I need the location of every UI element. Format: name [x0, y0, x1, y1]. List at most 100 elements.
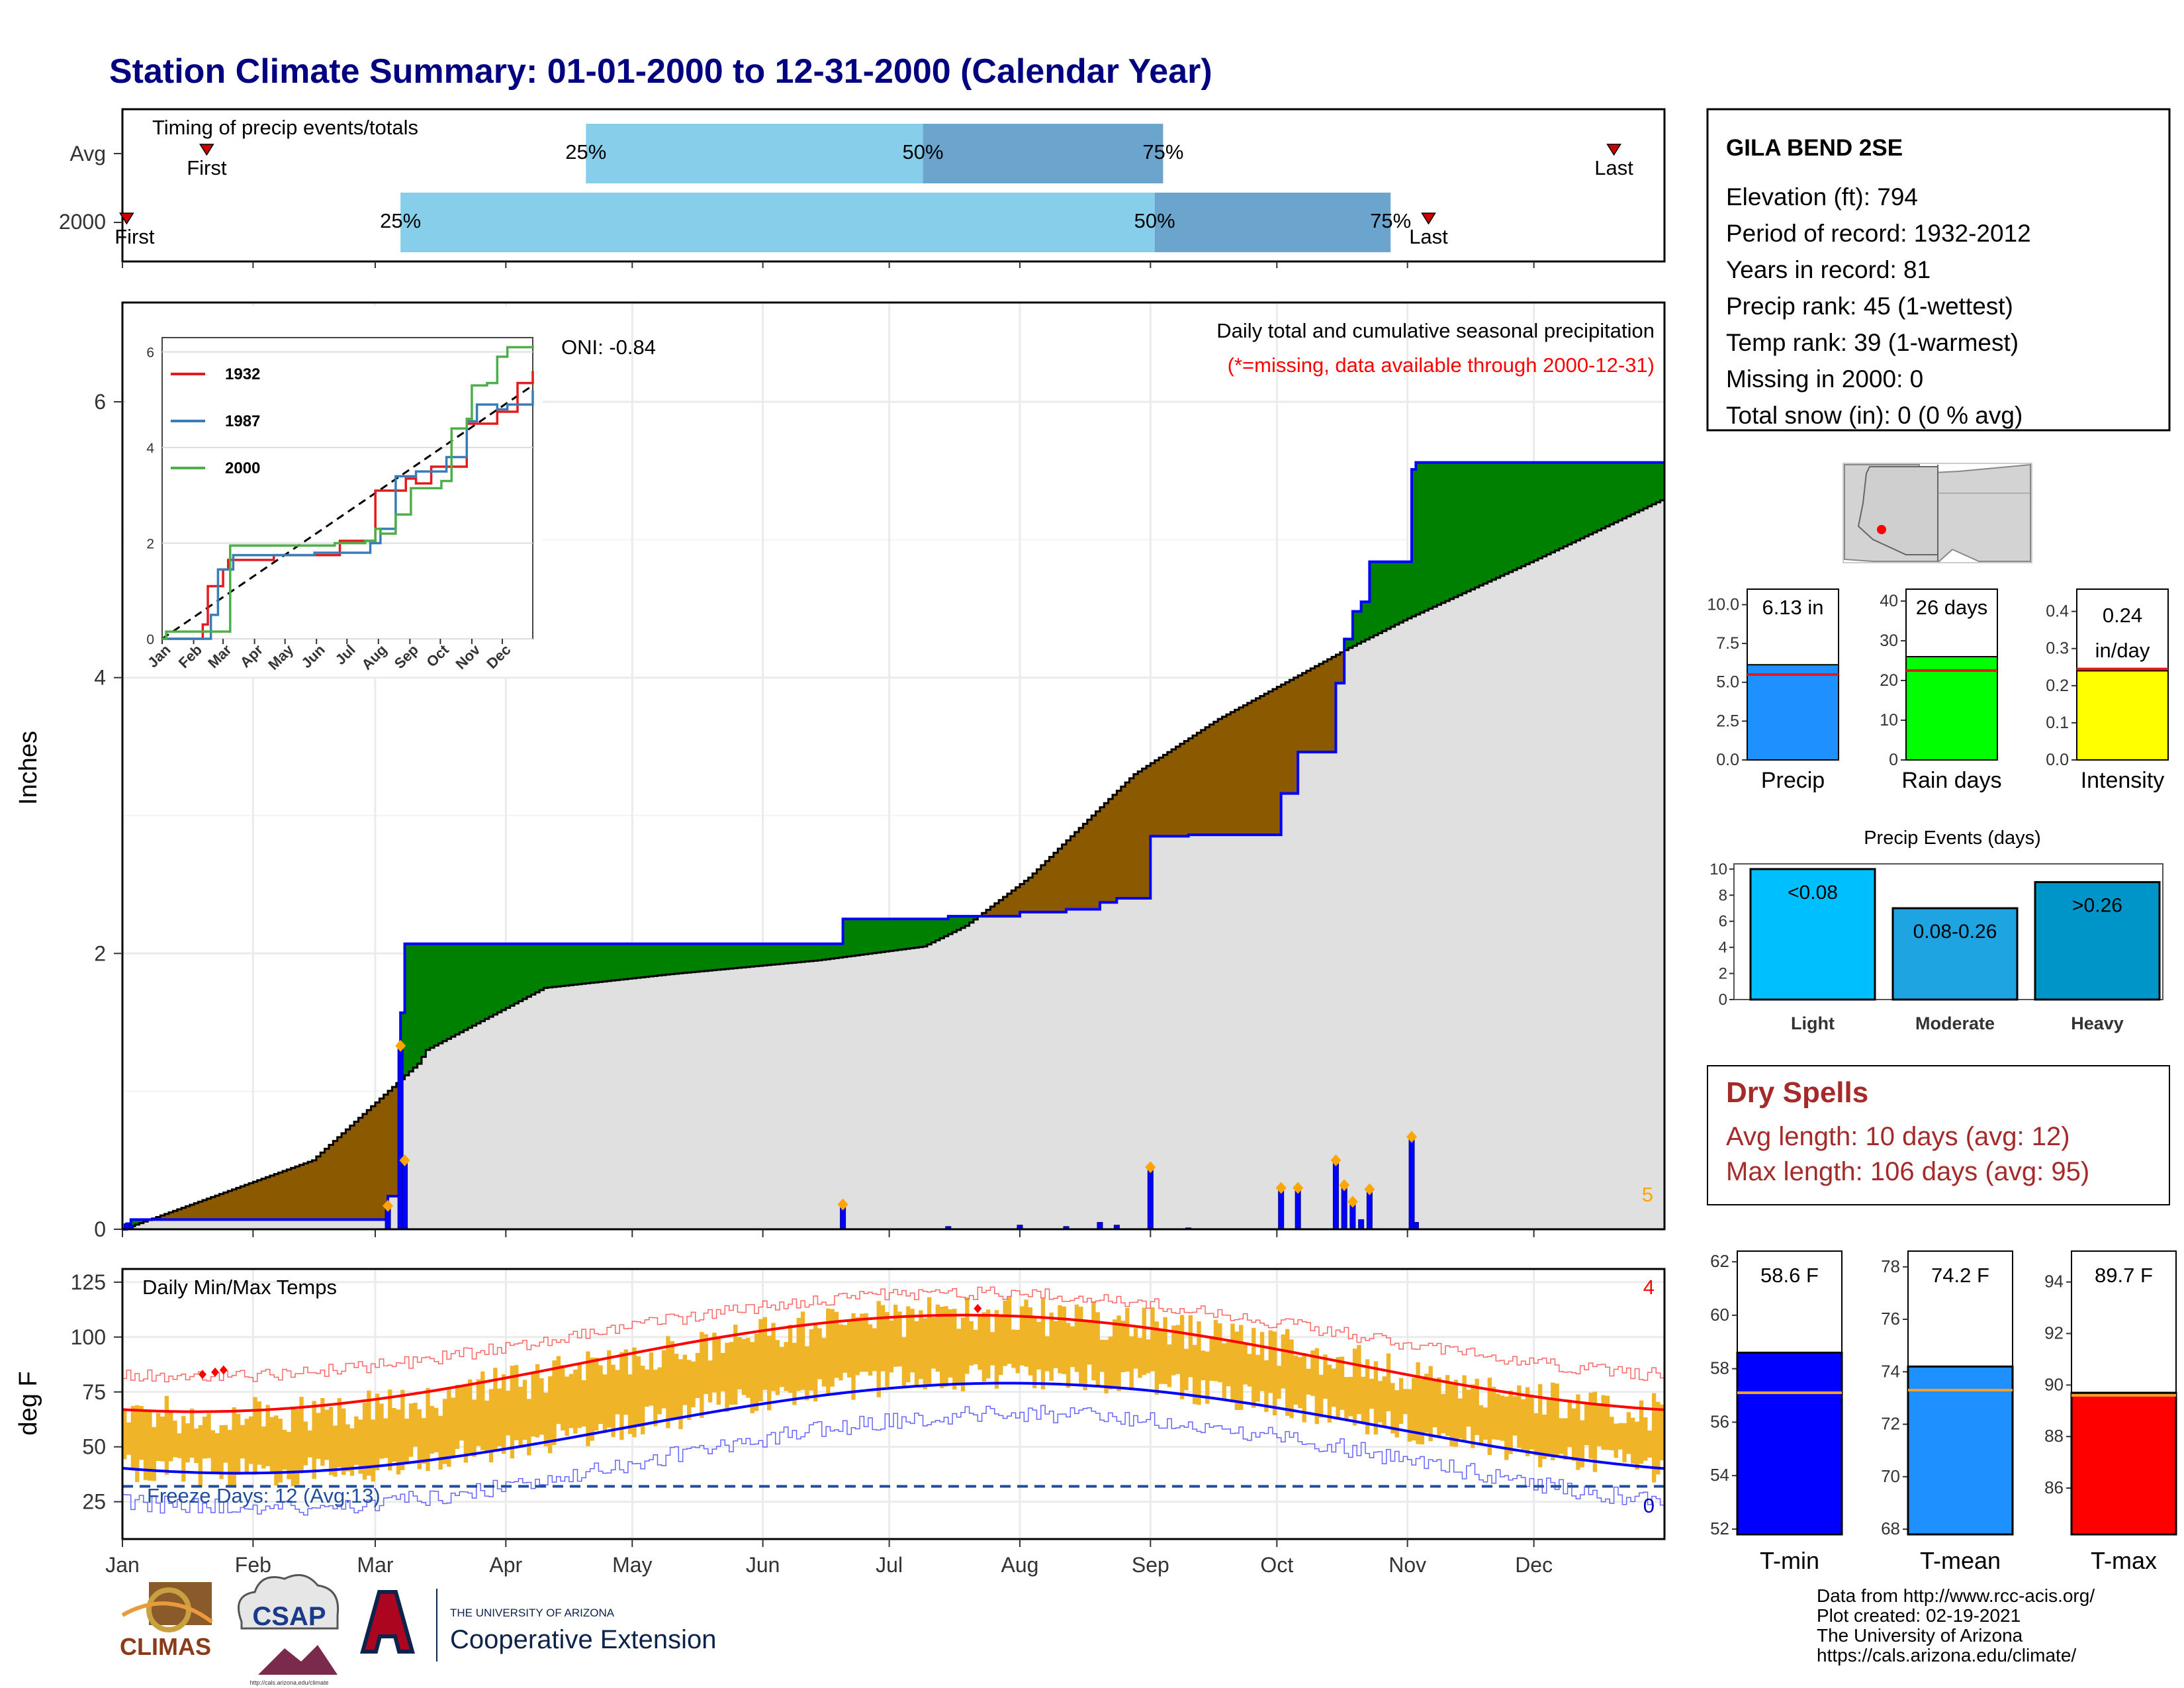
precip-ytick-label: 6 — [94, 390, 106, 414]
inset-legend-label: 2000 — [225, 459, 260, 477]
record-high-marker — [219, 1365, 228, 1375]
intensity-mini-bar — [2076, 670, 2169, 761]
station-line: Total snow (in): 0 (0 % avg) — [1726, 402, 2023, 429]
tmax-ytick-label: 92 — [2044, 1323, 2064, 1343]
events-bar-label: 0.08-0.26 — [1913, 921, 1997, 943]
ua-logo-big-text: Cooperative Extension — [450, 1625, 716, 1654]
precip-panel: Daily total and cumulative seasonal prec… — [15, 301, 1666, 1241]
tmin-ytick-label: 54 — [1710, 1465, 1729, 1485]
month-label: Dec — [1515, 1553, 1553, 1577]
daily-precip-bar — [1278, 1188, 1285, 1230]
inset-normal-line — [161, 384, 533, 640]
timing-avg-p75-label: 75% — [1142, 140, 1183, 164]
credits: Data from http://www.rcc-acis.org/Plot c… — [1817, 1585, 2095, 1665]
daily-precip-marker — [1339, 1179, 1350, 1192]
ua-logo-a — [360, 1590, 415, 1654]
timing-2000-p75-label: 75% — [1370, 209, 1411, 232]
tmean-value: 74.2 F — [1931, 1264, 1989, 1287]
tmax-label: T-max — [2091, 1547, 2157, 1574]
raindays-mini-value: 26 days — [1916, 596, 1988, 619]
temp-count-hi: 4 — [1643, 1276, 1655, 1299]
station-info-box: GILA BEND 2SE Elevation (ft): 794 Period … — [1706, 108, 2171, 432]
month-label: Jan — [105, 1553, 140, 1577]
month-label: Jun — [746, 1553, 780, 1577]
month-label: Feb — [235, 1553, 271, 1577]
tmean-ytick-label: 68 — [1881, 1519, 1900, 1538]
credit-line: Data from http://www.rcc-acis.org/ — [1817, 1585, 2095, 1606]
month-label: Apr — [489, 1553, 522, 1577]
csap-logo-text: CSAP — [252, 1602, 326, 1631]
daily-precip-bar — [402, 1160, 408, 1230]
timing-2000-first-marker — [119, 212, 134, 225]
station-line: Period of record: 1932-2012 — [1726, 220, 2031, 247]
temp-frame — [121, 1268, 1666, 1540]
tmean-label: T-mean — [1920, 1547, 2001, 1574]
month-label: May — [612, 1553, 652, 1577]
daily-precip-bar — [1332, 1160, 1339, 1230]
dry-spells-box: Dry Spells Avg length: 10 days (avg: 12)… — [1707, 1065, 2170, 1205]
station-line: Precip rank: 45 (1-wettest) — [1726, 293, 2013, 320]
ua-logo-small-text: THE UNIVERSITY OF ARIZONA — [450, 1607, 615, 1619]
record-high-marker — [198, 1370, 206, 1380]
events-bar-moderate — [1891, 907, 2019, 1001]
daily-precip-marker — [1330, 1154, 1342, 1166]
timing-row-2000: 2000 — [59, 210, 106, 234]
tmax-value: 89.7 F — [2095, 1264, 2153, 1287]
climas-logo-swoosh — [121, 1601, 213, 1624]
dry-spells-title: Dry Spells — [1726, 1076, 1868, 1109]
raindays-mini-ytick-label: 10 — [1880, 711, 1898, 729]
ua-logo: THE UNIVERSITY OF ARIZONA Cooperative Ex… — [360, 1589, 716, 1662]
timing-2000-last-marker — [1421, 212, 1436, 225]
tmin-ytick-label: 58 — [1710, 1358, 1729, 1378]
raindays-mini-ytick-label: 40 — [1880, 592, 1898, 610]
precip-subtitle: Daily total and cumulative seasonal prec… — [1216, 319, 1655, 342]
month-label: Oct — [1260, 1553, 1293, 1577]
tmean-ytick-label: 78 — [1881, 1256, 1900, 1276]
inset-legend-label: 1987 — [225, 412, 260, 430]
daily-precip-bar — [1295, 1188, 1301, 1230]
daily-precip-marker — [837, 1198, 848, 1211]
events-bar-label: >0.26 — [2072, 895, 2122, 917]
events-ytick-label: 6 — [1719, 913, 1727, 931]
above-normal-area — [126, 462, 1665, 1228]
intensity-mini-ytick-label: 0.3 — [2046, 639, 2069, 658]
timing-2000-last-label: Last — [1409, 225, 1448, 248]
station-line: Missing in 2000: 0 — [1726, 365, 1923, 393]
timing-avg-p25-label: 25% — [565, 140, 606, 164]
events-ytick-label: 4 — [1719, 939, 1727, 957]
tmin-ytick-label: 60 — [1710, 1305, 1729, 1325]
timing-2000-first-label: First — [114, 225, 155, 248]
station-name: GILA BEND 2SE — [1726, 135, 1903, 161]
credit-line: Plot created: 02-19-2021 — [1817, 1605, 2021, 1626]
temp-ytick-label: 25 — [82, 1490, 106, 1514]
intensity-mini-ytick-label: 0.2 — [2046, 677, 2069, 695]
tmin-label: T-min — [1760, 1547, 1819, 1574]
climas-logo: CLIMAS — [120, 1582, 213, 1660]
inset-series-line-2000 — [162, 346, 534, 640]
csap-logo-url: http://cals.arizona.edu/climate — [250, 1679, 328, 1686]
temp-count-lo: 0 — [1643, 1494, 1655, 1517]
raindays-mini-ytick-label: 20 — [1880, 671, 1898, 690]
inset-ytick-label: 2 — [146, 537, 154, 552]
raindays-mini-bar — [1905, 656, 1998, 761]
timing-avg-bar-50-75 — [923, 124, 1163, 183]
events-category-label: Moderate — [1915, 1013, 1995, 1033]
inset-ytick-label: 6 — [146, 346, 154, 361]
intensity-mini-unit: in/day — [2095, 639, 2150, 662]
month-label: Nov — [1388, 1553, 1426, 1577]
station-location-dot — [1877, 525, 1886, 534]
inset-ytick-label: 0 — [146, 632, 154, 647]
events-bar-light — [1749, 868, 1876, 1001]
month-label: Aug — [1001, 1553, 1039, 1577]
temp-ytick-label: 100 — [71, 1325, 106, 1349]
tmax-ytick-label: 86 — [2044, 1477, 2064, 1497]
raindays-mini-label: Rain days — [1901, 768, 2001, 793]
timing-panel: Timing of precip events/totals Avg 2000 … — [59, 108, 1666, 268]
dry-spells-frame — [1707, 1065, 2170, 1205]
daily-precip-bar — [1412, 1222, 1419, 1230]
events-title: Precip Events (days) — [1864, 827, 2041, 849]
csap-logo: CSAP http://cals.arizona.edu/climate — [238, 1573, 340, 1686]
precip-mini-value: 6.13 in — [1762, 596, 1823, 619]
tmax-bar — [2070, 1391, 2177, 1536]
